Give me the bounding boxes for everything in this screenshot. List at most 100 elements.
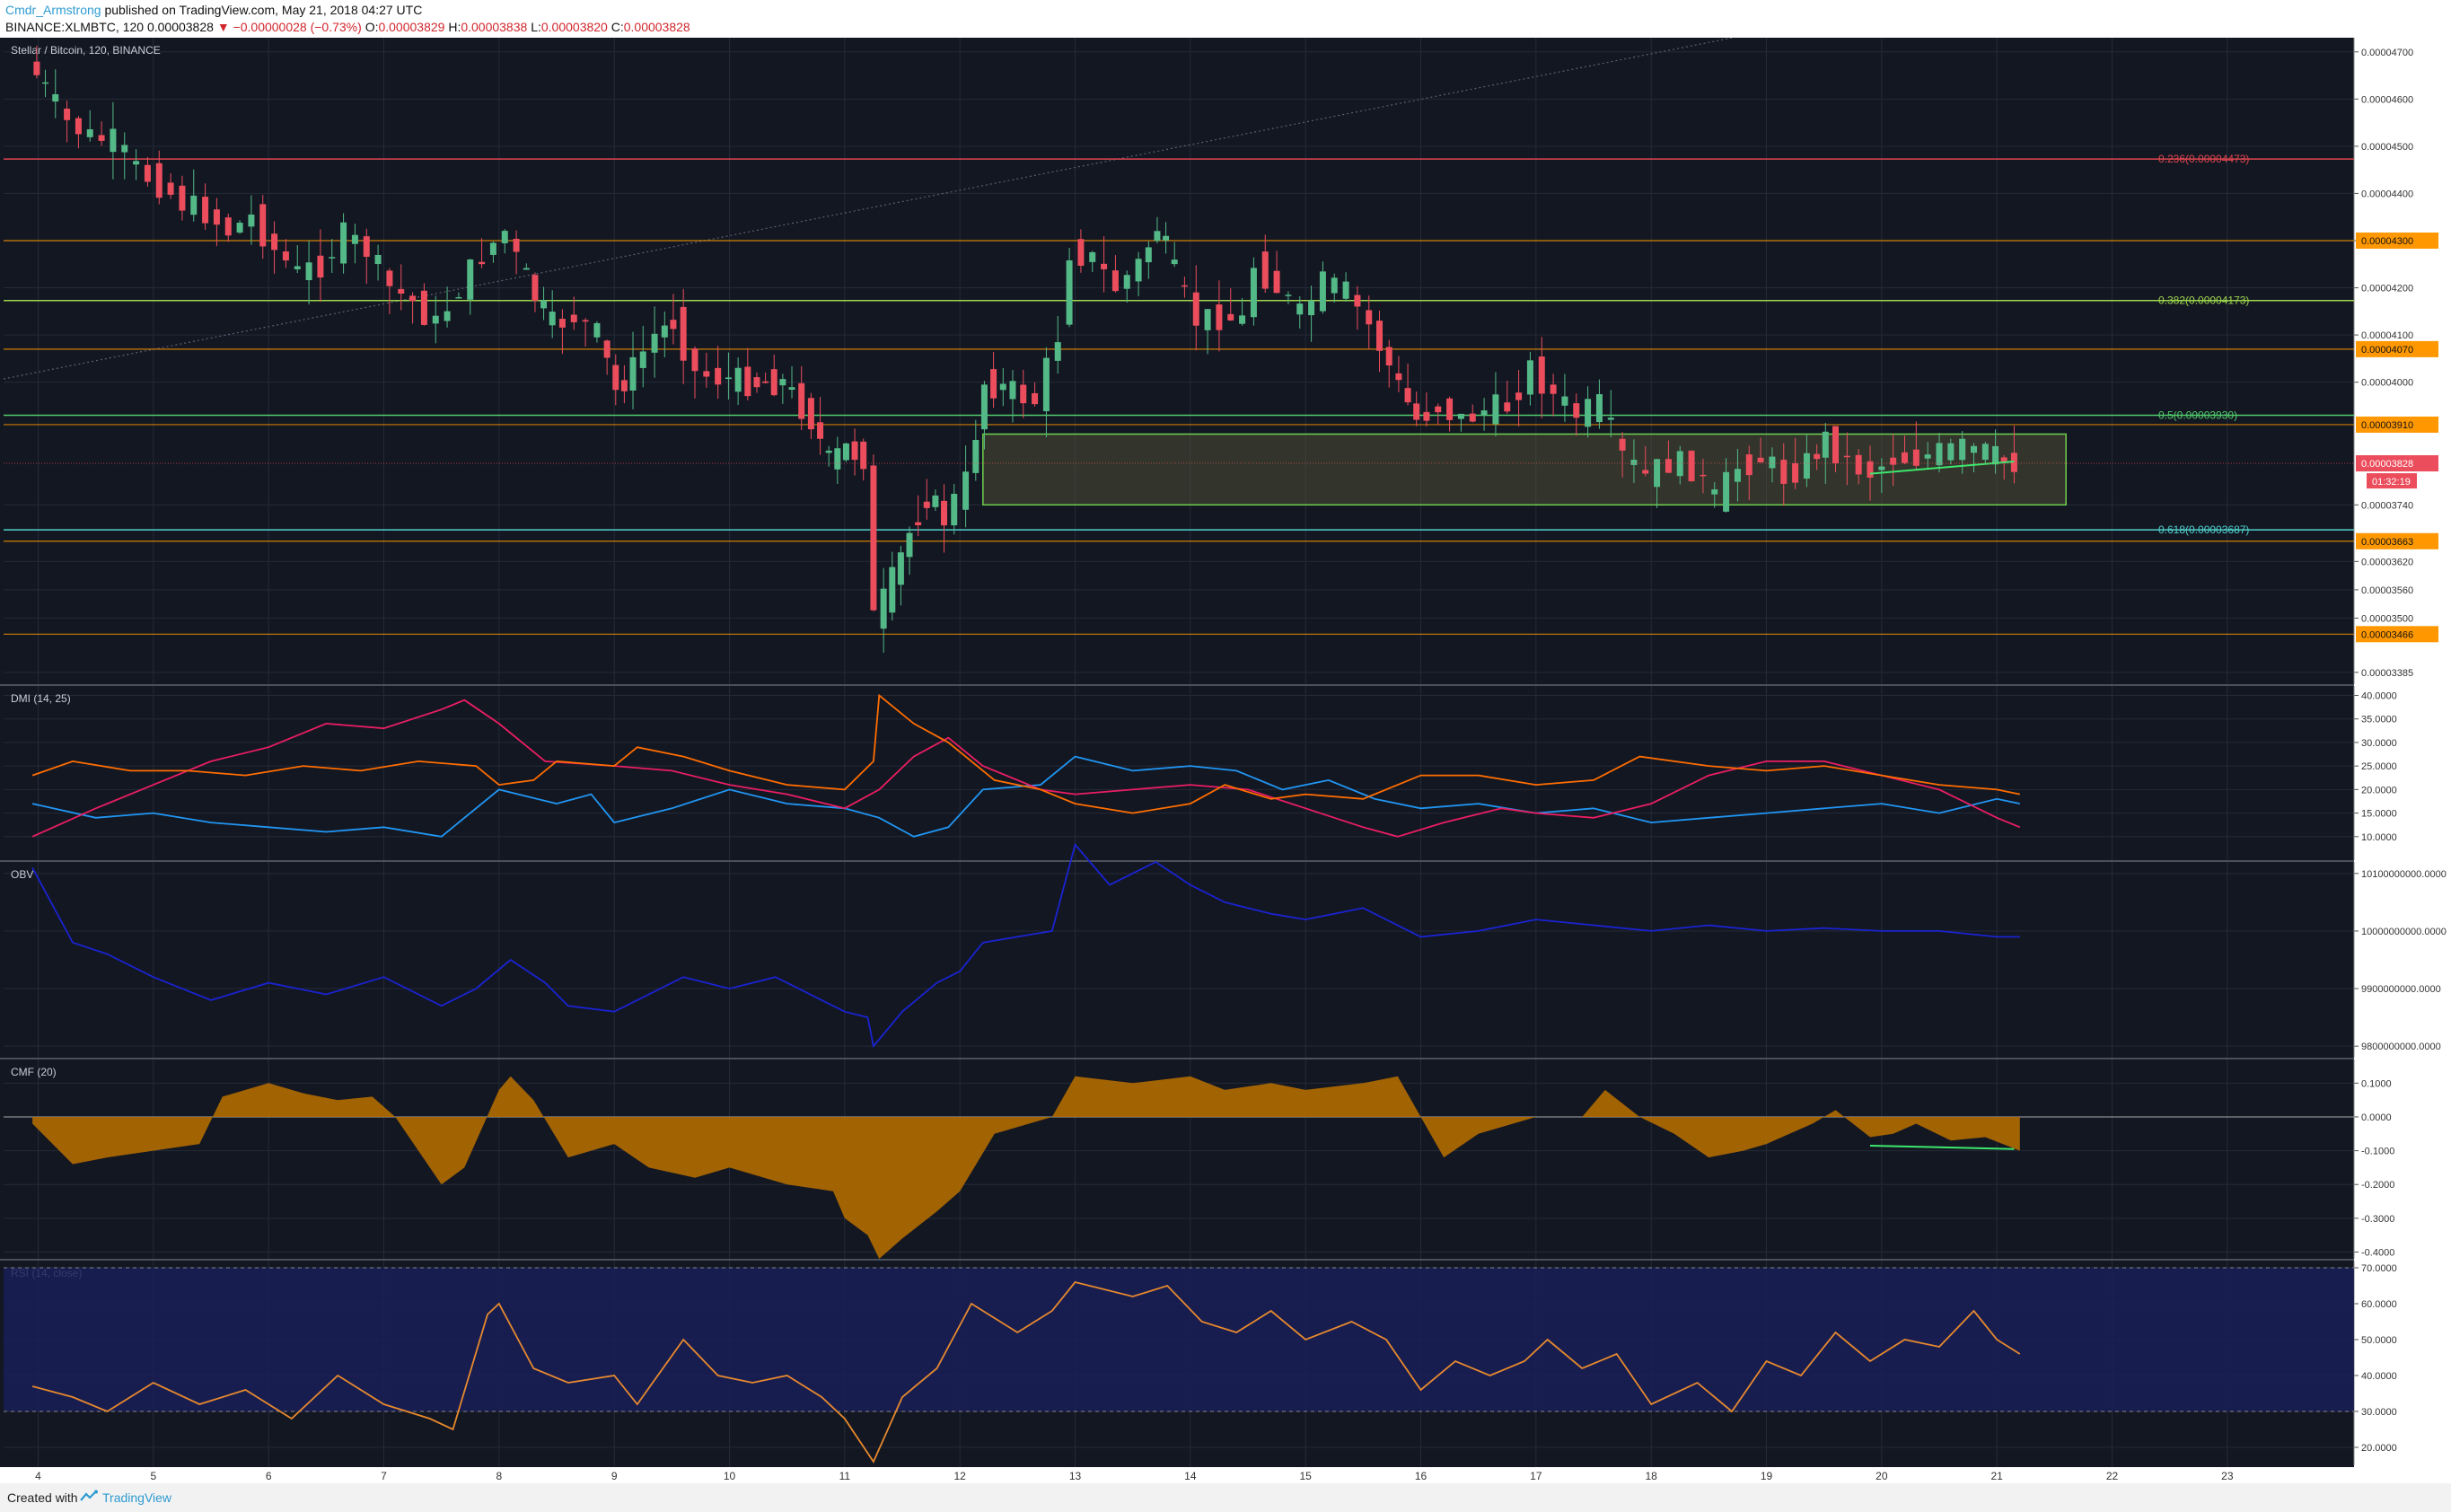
candle-down: [363, 236, 370, 257]
y-tick-label: -0.2000: [2361, 1180, 2394, 1191]
candle-down: [1261, 251, 1269, 289]
level-price-tag: [2356, 416, 2438, 433]
candle-up: [1154, 231, 1161, 242]
tradingview-logo-icon: [80, 1490, 98, 1501]
candle-up: [651, 333, 658, 353]
candle-down: [1902, 452, 1908, 463]
time-tick-label: 12: [953, 1470, 966, 1482]
created-with-text: Created with: [7, 1490, 78, 1505]
published-text: published on TradingView.com, May 21, 20…: [104, 3, 423, 17]
series-line-obv: [31, 842, 2020, 1049]
candle-up: [1936, 443, 1943, 466]
y-tick-label: 40.0000: [2361, 1371, 2397, 1382]
candle-up: [1803, 453, 1810, 479]
y-tick-label: 0.1000: [2361, 1078, 2392, 1089]
candle-up: [1822, 431, 1829, 458]
candle-up: [351, 234, 358, 244]
level-price-tag: [2356, 626, 2438, 643]
candle-down: [386, 270, 393, 286]
candle-up: [1009, 381, 1016, 400]
candle-up: [1054, 342, 1061, 361]
candle-down: [923, 501, 930, 508]
y-tick-label: 10.0000: [2361, 832, 2397, 843]
candle-down: [1504, 402, 1511, 412]
candle-down: [202, 197, 209, 224]
candle-up: [248, 214, 255, 227]
series-line-rsi: [31, 1280, 2021, 1464]
y-tick-label: 10000000000.0000: [2361, 927, 2447, 937]
candle-up: [1089, 251, 1096, 262]
candle-down: [1814, 453, 1821, 460]
time-tick-label: 15: [1299, 1470, 1312, 1482]
candle-down: [1469, 413, 1476, 422]
candle-up: [374, 254, 382, 265]
candle-up: [1457, 413, 1464, 419]
candle-down: [1077, 239, 1085, 266]
candle-down: [680, 306, 687, 361]
y-tick-label: 0.00003500: [2361, 613, 2413, 624]
candle-down: [807, 398, 814, 430]
candle-up: [444, 311, 451, 321]
candle-up: [1676, 451, 1683, 477]
candle-down: [691, 348, 698, 372]
candle-up: [1123, 275, 1130, 289]
high-label: H:: [448, 20, 461, 34]
candle-down: [1619, 438, 1626, 451]
tradingview-link[interactable]: TradingView: [102, 1490, 172, 1505]
candle-down: [1688, 450, 1695, 481]
candle-down: [1550, 384, 1557, 394]
y-tick-label: 0.00004700: [2361, 48, 2413, 58]
symbol-label: BINANCE:XLMBTC, 120: [5, 20, 145, 34]
candle-down: [1780, 460, 1788, 484]
candle-up: [1959, 438, 1966, 461]
candle-down: [167, 182, 174, 195]
candle-up: [906, 532, 913, 558]
candle-down: [753, 377, 760, 388]
candle-up: [1145, 247, 1152, 263]
time-tick-label: 23: [2221, 1470, 2234, 1482]
candle-down: [990, 369, 997, 399]
candle-up: [1630, 460, 1638, 465]
candle-down: [670, 320, 677, 330]
author-link[interactable]: Cmdr_Armstrong: [5, 3, 101, 17]
candle-down: [1376, 321, 1384, 351]
level-price-tag-label: 0.00003910: [2361, 420, 2413, 431]
candle-down: [513, 238, 520, 252]
candle-down: [612, 365, 619, 391]
series-line--di: [31, 699, 2021, 838]
y-tick-label: -0.1000: [2361, 1147, 2394, 1157]
candle-up: [825, 450, 832, 453]
series-line-adx: [31, 693, 2020, 814]
candle-down: [817, 422, 824, 439]
candle-up: [1171, 259, 1178, 265]
candle-down: [1890, 457, 1897, 465]
candle-down: [762, 381, 769, 383]
candle-up: [1204, 309, 1211, 330]
candle-up: [1135, 259, 1142, 282]
candle-down: [282, 251, 289, 261]
chart-area[interactable]: 4 5 6 7 8 9 10 11 12 13 14 15 16 17 18 19 20 21 22 23 0.0000…: [0, 38, 2451, 1483]
candle-down: [1446, 398, 1454, 420]
time-tick-label: 9: [611, 1470, 618, 1482]
y-tick-label: 0.00004200: [2361, 284, 2413, 294]
candle-up: [1947, 443, 1955, 461]
time-tick-label: 10: [724, 1470, 736, 1482]
footer: Created with TradingView: [0, 1483, 2451, 1512]
candle-down: [1573, 403, 1580, 418]
candle-down: [1912, 449, 1920, 466]
candle-up: [1924, 454, 1931, 459]
candle-down: [33, 61, 40, 75]
candle-down: [1515, 392, 1523, 400]
y-tick-label: 30.0000: [2361, 738, 2397, 749]
candle-down: [715, 367, 722, 385]
candle-down: [398, 288, 405, 294]
pane-title: DMI (14, 25): [11, 692, 71, 705]
candle-down: [1032, 392, 1039, 405]
candle-up: [842, 443, 849, 461]
candle-up: [889, 567, 896, 613]
candle-up: [1042, 357, 1050, 411]
time-axis-background: [0, 1467, 2451, 1483]
current-price-tag-label: 0.00003828: [2361, 459, 2413, 470]
candle-down: [1832, 426, 1839, 464]
y-tick-label: 0.00004600: [2361, 94, 2413, 105]
